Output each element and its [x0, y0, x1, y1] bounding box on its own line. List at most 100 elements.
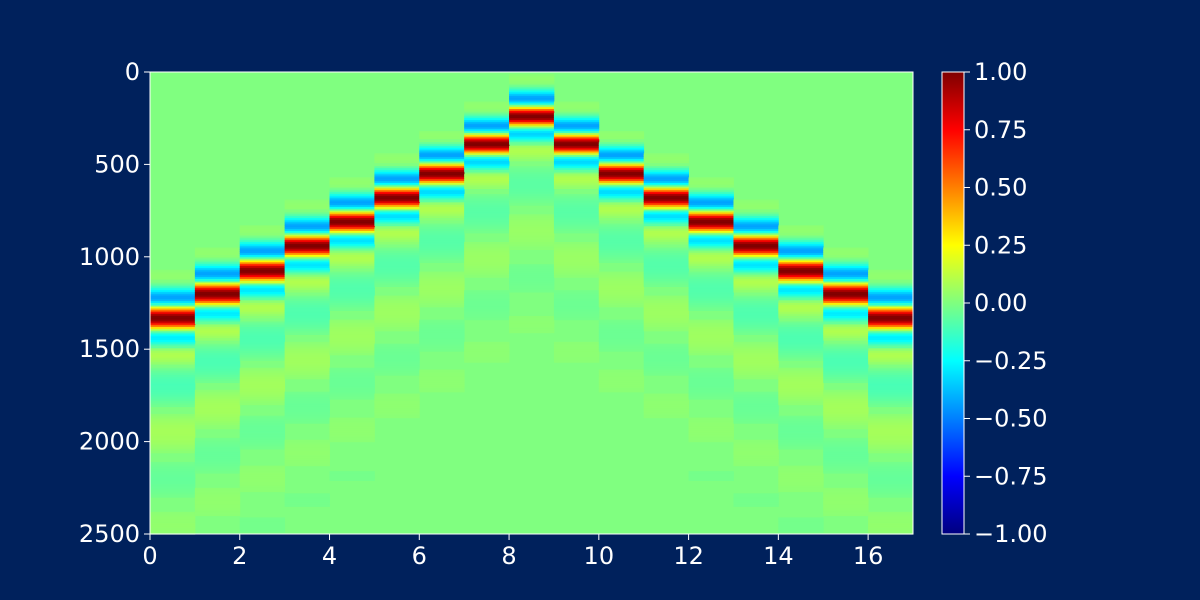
heatmap-cell	[778, 303, 824, 306]
heatmap-cell	[464, 306, 510, 310]
heatmap-cell	[464, 182, 510, 186]
heatmap-cell	[868, 491, 914, 494]
heatmap-cell	[598, 210, 645, 214]
heatmap-cell	[374, 367, 420, 371]
heatmap-cell	[419, 256, 465, 260]
heatmap-cell	[464, 219, 510, 223]
heatmap-cell	[239, 295, 286, 299]
heatmap-cell	[194, 415, 241, 419]
heatmap-cell	[464, 317, 510, 321]
heatmap-cell	[284, 352, 330, 356]
heatmap-cell	[419, 229, 465, 232]
heatmap-cell	[329, 378, 375, 382]
heatmap-column	[194, 247, 241, 517]
heatmap-cell	[374, 229, 420, 232]
heatmap-cell	[688, 245, 734, 249]
heatmap-cell	[329, 428, 375, 432]
heatmap-cell	[553, 162, 600, 165]
heatmap-cell	[688, 325, 734, 328]
heatmap-column	[509, 73, 555, 334]
heatmap-cell	[688, 199, 734, 202]
heatmap-cell	[509, 103, 555, 106]
heatmap-cell	[868, 521, 914, 524]
heatmap-cell	[733, 402, 779, 406]
heatmap-cell	[284, 458, 330, 461]
heatmap-cell	[509, 264, 555, 267]
heatmap-cell	[868, 388, 914, 391]
heatmap-cell	[509, 131, 555, 134]
heatmap-cell	[509, 238, 555, 241]
heatmap-cell	[553, 310, 600, 313]
heatmap-cell	[688, 236, 734, 239]
heatmap-cell	[239, 519, 286, 522]
heatmap-cell	[643, 306, 689, 310]
heatmap-cell	[419, 258, 465, 262]
heatmap-cell	[374, 271, 420, 275]
heatmap-cell	[778, 286, 824, 289]
heatmap-cell	[553, 341, 600, 345]
heatmap-cell	[194, 345, 241, 348]
heatmap-cell	[194, 376, 241, 380]
heatmap-cell	[464, 175, 510, 178]
heatmap-cell	[778, 256, 824, 260]
heatmap-cell	[868, 352, 914, 356]
heatmap-cell	[419, 280, 465, 284]
heatmap-cell	[150, 343, 196, 347]
heatmap-cell	[374, 306, 420, 310]
heatmap-cell	[598, 334, 645, 337]
heatmap-cell	[868, 345, 914, 348]
heatmap-cell	[194, 330, 241, 334]
heatmap-cell	[733, 500, 779, 504]
heatmap-cell	[284, 450, 330, 454]
heatmap-cell	[194, 369, 241, 372]
heatmap-cell	[239, 225, 286, 228]
heatmap-cell	[239, 230, 286, 234]
heatmap-cell	[239, 315, 286, 319]
heatmap-cell	[553, 253, 600, 256]
heatmap-cell	[419, 145, 465, 149]
heatmap-cell	[150, 269, 196, 273]
heatmap-cell	[733, 356, 779, 360]
heatmap-cell	[284, 345, 330, 348]
heatmap-cell	[509, 169, 555, 173]
heatmap-cell	[374, 168, 420, 171]
heatmap-cell	[733, 288, 779, 291]
heatmap-cell	[553, 108, 600, 112]
heatmap-cell	[688, 417, 734, 421]
heatmap-cell	[150, 430, 196, 433]
heatmap-cell	[688, 195, 734, 199]
heatmap-cell	[194, 349, 241, 352]
heatmap-cell	[868, 391, 914, 395]
heatmap-cell	[823, 360, 869, 363]
heatmap-cell	[733, 452, 779, 456]
heatmap-cell	[509, 217, 555, 221]
heatmap-cell	[688, 184, 734, 188]
heatmap-cell	[194, 467, 241, 470]
heatmap-cell	[688, 229, 734, 232]
heatmap-cell	[823, 314, 869, 317]
heatmap-cell	[823, 247, 869, 251]
heatmap-cell	[823, 286, 869, 289]
heatmap-cell	[553, 118, 600, 121]
heatmap-cell	[329, 299, 375, 302]
heatmap-cell	[419, 210, 465, 214]
heatmap-cell	[239, 430, 286, 433]
heatmap-cell	[239, 421, 286, 424]
heatmap-cell	[239, 341, 286, 345]
heatmap-cell	[239, 465, 286, 469]
heatmap-cell	[778, 434, 824, 437]
heatmap-cell	[553, 166, 600, 169]
heatmap-cell	[643, 260, 689, 263]
heatmap-cell	[150, 371, 196, 374]
heatmap-cell	[868, 301, 914, 304]
heatmap-cell	[194, 303, 241, 306]
heatmap-cell	[374, 188, 420, 191]
heatmap-cell	[688, 284, 734, 287]
heatmap-cell	[284, 227, 330, 230]
heatmap-cell	[733, 493, 779, 496]
heatmap-cell	[688, 188, 734, 191]
heatmap-cell	[643, 195, 689, 199]
heatmap-cell	[509, 315, 555, 319]
heatmap-cell	[598, 155, 645, 158]
heatmap-cell	[643, 280, 689, 284]
